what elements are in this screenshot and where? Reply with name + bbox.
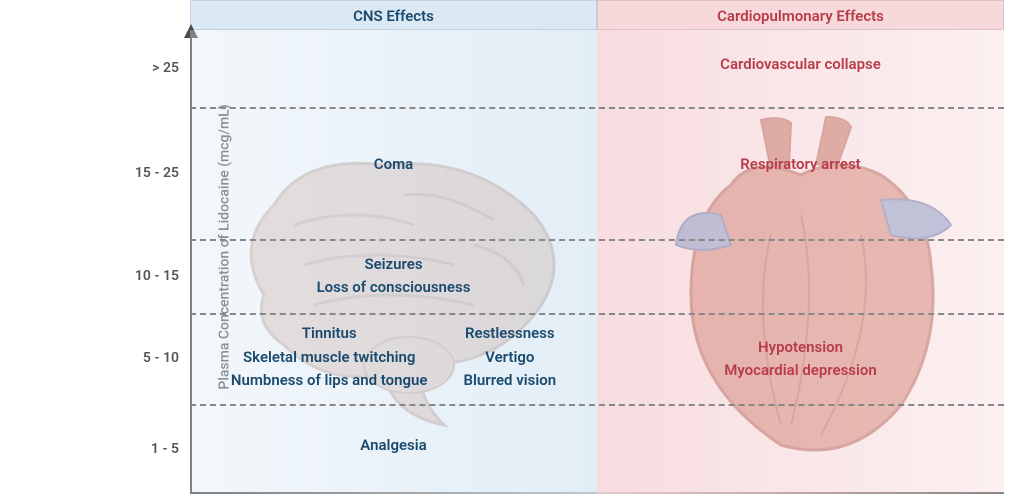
- cardio-column: Cardiovascular collapse Respiratory arre…: [597, 30, 1004, 494]
- cardio-resp-arrest: Respiratory arrest: [597, 153, 1004, 176]
- column-headers: CNS Effects Cardiopulmonary Effects: [190, 0, 1004, 30]
- cardio-collapse: Cardiovascular collapse: [597, 53, 1004, 76]
- cns-band-4: Analgesia: [190, 434, 597, 457]
- cns-band-3-right: Restlessness Vertigo Blurred vision: [464, 322, 557, 392]
- divider-0: [190, 107, 1004, 109]
- ytick-2: 10 - 15: [135, 268, 185, 284]
- cardio-myo-depression: Myocardial depression: [597, 359, 1004, 382]
- cns-column: Coma Seizures Loss of consciousness Tinn…: [190, 30, 597, 494]
- divider-1: [190, 239, 1004, 241]
- cns-band-1: Coma: [190, 153, 597, 176]
- cns-tinnitus: Tinnitus: [231, 322, 428, 345]
- cns-restlessness: Restlessness: [464, 322, 557, 345]
- cns-twitching: Skeletal muscle twitching: [231, 346, 428, 369]
- cardio-band-3: Hypotension Myocardial depression: [597, 336, 1004, 383]
- cns-numbness: Numbness of lips and tongue: [231, 369, 428, 392]
- ytick-1: 15 - 25: [135, 165, 185, 181]
- cns-analgesia: Analgesia: [190, 434, 597, 457]
- cns-band-3-left: Tinnitus Skeletal muscle twitching Numbn…: [231, 322, 428, 392]
- cns-loc: Loss of consciousness: [190, 276, 597, 299]
- cns-vertigo: Vertigo: [464, 346, 557, 369]
- cardio-hypotension: Hypotension: [597, 336, 1004, 359]
- cns-blurred: Blurred vision: [464, 369, 557, 392]
- cardio-band-0: Cardiovascular collapse: [597, 53, 1004, 76]
- divider-3: [190, 404, 1004, 406]
- cns-band-3: Tinnitus Skeletal muscle twitching Numbn…: [190, 322, 597, 392]
- chart-area: CNS Effects Cardiopulmonary Effects Plas…: [80, 0, 1004, 494]
- ytick-0: > 25: [152, 60, 185, 76]
- cns-coma: Coma: [190, 153, 597, 176]
- cardio-band-1: Respiratory arrest: [597, 153, 1004, 176]
- cns-band-2: Seizures Loss of consciousness: [190, 253, 597, 300]
- plot-area: Coma Seizures Loss of consciousness Tinn…: [190, 30, 1004, 494]
- ytick-3: 5 - 10: [143, 350, 185, 366]
- header-cardio: Cardiopulmonary Effects: [597, 0, 1004, 30]
- cns-seizures: Seizures: [190, 253, 597, 276]
- ytick-4: 1 - 5: [151, 441, 185, 457]
- header-cns: CNS Effects: [190, 0, 597, 30]
- divider-2: [190, 313, 1004, 315]
